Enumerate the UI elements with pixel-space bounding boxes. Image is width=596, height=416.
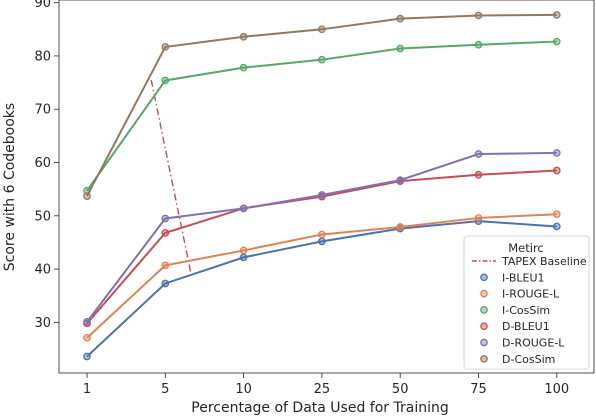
data-point-i-cossim <box>161 76 170 85</box>
x-tick-label: 50 <box>392 382 409 397</box>
data-point-i-cossim <box>396 44 405 53</box>
legend-swatch-i-rouge-l <box>480 289 488 298</box>
data-point-d-cossim <box>474 11 483 20</box>
series-line-d-rouge-l <box>86 151 557 323</box>
y-axis-label: Score with 6 Codebooks <box>2 103 18 271</box>
data-point-d-bleu1 <box>161 229 170 237</box>
legend-label: I-BLEU1 <box>502 271 545 284</box>
legend-label: D-BLEU1 <box>502 320 550 333</box>
x-tick-label: 10 <box>235 382 252 397</box>
data-point-d-rouge-l <box>239 204 248 213</box>
data-point-i-cossim <box>552 37 561 46</box>
series-line-i-cossim <box>86 40 557 192</box>
data-point-i-rouge-l <box>161 261 170 270</box>
x-tick-label: 25 <box>314 382 331 397</box>
data-point-i-bleu1 <box>318 237 326 246</box>
data-point-d-rouge-l <box>552 149 561 157</box>
legend-swatch-i-cossim <box>480 306 488 314</box>
data-point-i-rouge-l <box>239 246 248 255</box>
data-point-i-bleu1 <box>552 222 561 231</box>
x-tick-label: 100 <box>544 382 569 397</box>
legend-swatch-d-cossim <box>480 354 488 363</box>
data-point-i-rouge-l <box>318 230 326 239</box>
legend-label: D-ROUGE-L <box>502 337 565 350</box>
legend-label: I-CosSim <box>502 304 550 317</box>
legend-swatch-d-bleu1 <box>480 322 488 331</box>
x-axis-label: Percentage of Data Used for Training <box>191 400 448 416</box>
x-tick-label: 75 <box>470 382 487 397</box>
y-tick-label: 40 <box>34 263 51 278</box>
y-tick-label: 60 <box>34 156 51 171</box>
legend-title: Metirc <box>508 241 544 255</box>
data-point-d-cossim <box>83 192 91 200</box>
data-point-d-bleu1 <box>474 170 483 179</box>
x-tick-label: 5 <box>161 382 169 397</box>
data-point-d-cossim <box>552 11 561 19</box>
series-line-d-bleu1 <box>86 169 557 325</box>
y-tick-label: 90 <box>34 0 51 11</box>
legend-swatch-d-rouge-l <box>480 338 488 347</box>
legend-label: D-CosSim <box>502 353 555 366</box>
data-point-i-bleu1 <box>83 352 91 361</box>
x-tick-label: 1 <box>83 382 91 397</box>
data-point-i-rouge-l <box>474 214 483 222</box>
data-point-i-cossim <box>474 40 483 49</box>
data-point-d-rouge-l <box>318 191 326 199</box>
data-point-d-cossim <box>396 14 405 23</box>
legend-swatch-i-bleu1 <box>480 273 488 282</box>
data-point-d-rouge-l <box>83 317 91 326</box>
y-tick-label: 30 <box>34 316 51 331</box>
y-tick-label: 50 <box>34 209 51 224</box>
legend: Metirc TAPEX Baseline I-BLEU1 I-ROUGE-L I-C… <box>463 235 590 370</box>
data-point-d-cossim <box>161 43 170 51</box>
legend-label: TAPEX Baseline <box>501 255 587 268</box>
data-point-i-rouge-l <box>552 210 561 219</box>
baseline-line <box>150 79 192 275</box>
data-point-i-cossim <box>239 63 248 72</box>
legend-frame <box>463 235 590 370</box>
y-tick-label: 70 <box>34 103 51 118</box>
legend-label: I-ROUGE-L <box>502 288 560 301</box>
data-point-d-cossim <box>239 32 248 41</box>
series-line-i-rouge-l <box>86 213 557 339</box>
data-point-d-bleu1 <box>552 166 561 175</box>
data-point-i-bleu1 <box>161 279 170 288</box>
data-point-i-bleu1 <box>239 253 248 262</box>
data-point-d-rouge-l <box>161 214 170 223</box>
data-point-i-rouge-l <box>83 333 91 342</box>
data-point-i-cossim <box>318 55 326 64</box>
data-point-d-rouge-l <box>396 176 405 184</box>
data-point-d-rouge-l <box>474 150 483 158</box>
data-point-d-cossim <box>318 25 326 34</box>
data-point-i-rouge-l <box>396 223 405 231</box>
series-line-d-cossim <box>86 13 557 197</box>
y-tick-label: 80 <box>34 49 51 64</box>
